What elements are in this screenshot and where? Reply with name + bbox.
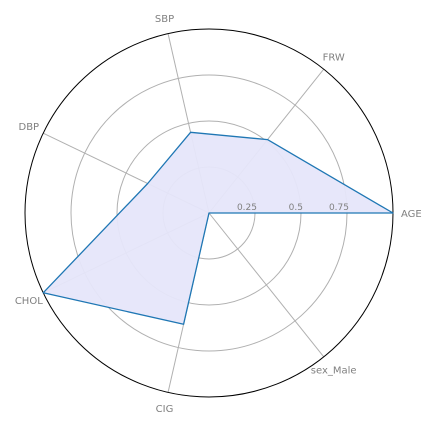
radial-tick-label: 0.75: [329, 203, 349, 213]
axis-label-FRW: FRW: [323, 53, 345, 64]
series-area-0: [43, 132, 393, 325]
axis-label-CIG: CIG: [156, 404, 174, 415]
radar-labels: 0.25 0.5 0.75 AGE FRW SBP DBP CHOL CIG sex_Male: [15, 14, 422, 415]
axis-label-sex_Male: sex_Male: [311, 365, 357, 376]
radar-series: [42, 131, 394, 325]
radial-tick-label: 0.25: [237, 203, 257, 213]
axis-label-CHOL: CHOL: [15, 296, 43, 307]
axis-label-SBP: SBP: [155, 14, 174, 25]
series-line-0: [42, 131, 394, 325]
spoke-sex_Male: [208, 212, 325, 358]
radial-tick-label: 0.5: [289, 203, 303, 213]
axis-label-AGE: AGE: [401, 209, 422, 220]
axis-label-DBP: DBP: [19, 122, 40, 133]
